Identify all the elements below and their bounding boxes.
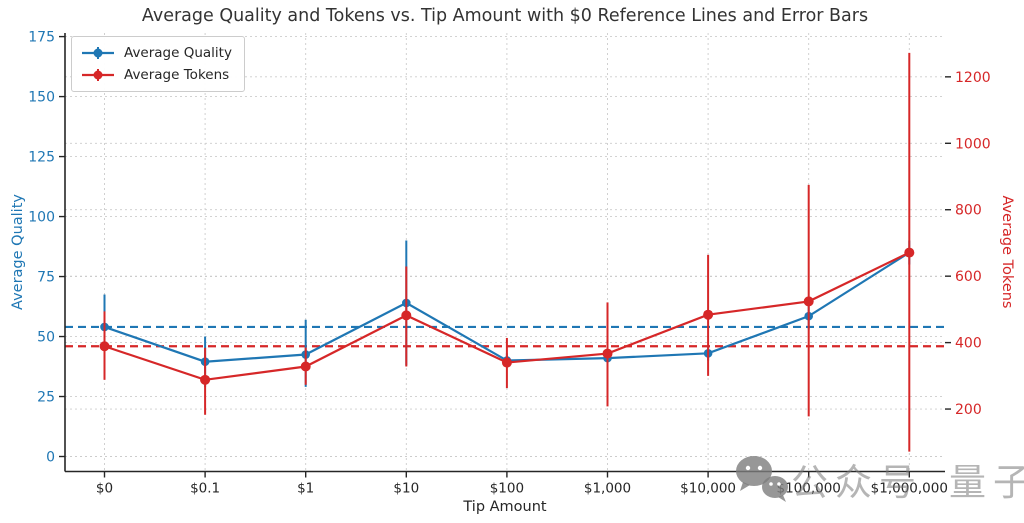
right-tick-label: 600 (955, 269, 982, 285)
data-point-marker (602, 348, 613, 359)
right-axis-label: Average Tokens (999, 195, 1015, 309)
x-tick-label: $10,000 (680, 481, 736, 497)
left-tick-label: 75 (37, 270, 55, 286)
x-tick-label: $100 (490, 481, 524, 497)
x-axis-label: Tip Amount (463, 499, 547, 515)
legend-item-label: Average Quality (124, 45, 232, 61)
right-tick-label: 400 (955, 336, 982, 352)
left-tick-label: 25 (37, 390, 55, 406)
legend-marker (82, 47, 114, 59)
left-tick-label: 100 (28, 210, 55, 226)
left-tick-label: 125 (28, 150, 55, 166)
data-point-marker (401, 310, 412, 321)
legend-item-label: Average Tokens (124, 67, 230, 83)
x-tick-label: $1 (297, 481, 314, 497)
x-tick-label: $1,000 (584, 481, 631, 497)
right-tick-label: 1000 (955, 136, 991, 152)
left-tick-label: 0 (46, 450, 55, 466)
data-point-marker (803, 296, 814, 307)
x-tick-label: $1,000,000 (871, 481, 948, 497)
left-tick-label: 175 (28, 30, 55, 46)
x-tick-label: $100,000 (776, 481, 840, 497)
legend-item: Average Quality (80, 42, 232, 64)
data-point-marker (501, 357, 512, 368)
data-point-marker (300, 361, 311, 372)
right-tick-label: 800 (955, 203, 982, 219)
left-tick-label: 150 (28, 90, 55, 106)
legend: Average Quality Average Tokens (71, 36, 245, 92)
x-tick-label: $0.1 (190, 481, 220, 497)
right-tick-label: 1200 (955, 70, 991, 86)
chart-title: Average Quality and Tokens vs. Tip Amoun… (141, 6, 869, 26)
data-point-marker (200, 374, 211, 385)
data-point-marker (904, 247, 915, 258)
legend-item: Average Tokens (80, 64, 232, 86)
x-tick-label: $10 (393, 481, 419, 497)
data-point-marker (703, 309, 714, 320)
left-axis-label: Average Quality (10, 194, 26, 310)
data-point-marker (99, 341, 110, 352)
left-tick-label: 50 (37, 330, 55, 346)
legend-marker (82, 69, 114, 81)
right-tick-label: 200 (955, 402, 982, 418)
x-tick-label: $0 (96, 481, 113, 497)
